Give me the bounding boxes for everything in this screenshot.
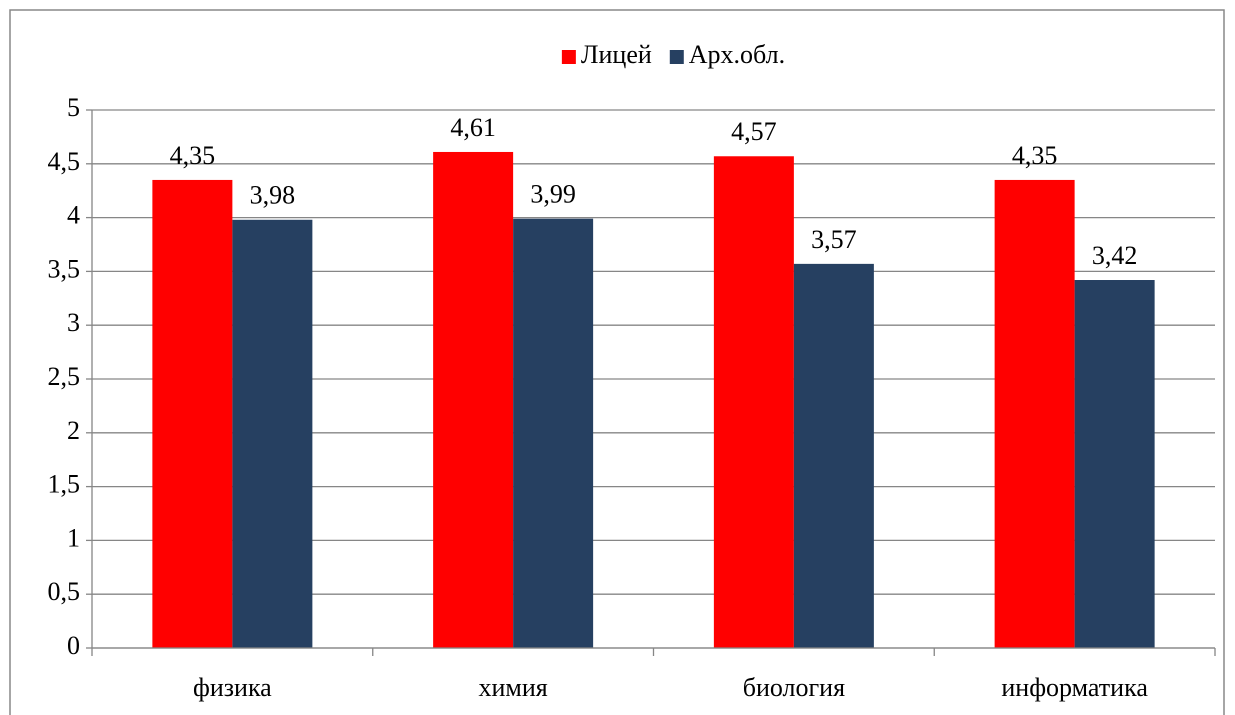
value-label: 3,57 — [811, 225, 857, 254]
y-tick-label: 4,5 — [48, 147, 81, 176]
y-tick-label: 5 — [67, 93, 80, 122]
value-label: 3,98 — [250, 181, 296, 210]
y-tick-label: 2 — [67, 416, 80, 445]
y-tick-label: 2,5 — [48, 362, 81, 391]
value-label: 4,61 — [450, 113, 496, 142]
value-label: 3,42 — [1092, 241, 1138, 270]
x-tick-label: информатика — [1001, 673, 1148, 702]
bar — [1074, 280, 1155, 648]
y-tick-label: 3 — [67, 308, 80, 337]
legend-label: Арх.обл. — [689, 40, 785, 69]
x-tick-label: химия — [479, 673, 548, 702]
bar — [994, 179, 1075, 648]
bar — [713, 156, 794, 648]
bar — [232, 219, 313, 648]
x-tick-label: биология — [743, 673, 845, 702]
y-tick-label: 0 — [67, 631, 80, 660]
bar — [513, 218, 594, 648]
value-label: 4,57 — [731, 117, 777, 146]
legend-label: Лицей — [581, 40, 652, 69]
value-label: 4,35 — [1012, 141, 1058, 170]
y-tick-label: 3,5 — [48, 254, 81, 283]
bar — [793, 263, 874, 648]
bar — [152, 179, 233, 648]
legend-swatch — [561, 50, 576, 64]
x-tick-label: физика — [193, 673, 272, 702]
y-tick-label: 1,5 — [48, 470, 81, 499]
bar — [433, 151, 514, 649]
y-tick-label: 1 — [67, 523, 80, 552]
legend-swatch — [669, 50, 684, 64]
value-label: 3,99 — [530, 180, 576, 209]
y-tick-label: 0,5 — [48, 577, 81, 606]
value-label: 4,35 — [170, 141, 216, 170]
y-tick-label: 4 — [67, 201, 80, 230]
